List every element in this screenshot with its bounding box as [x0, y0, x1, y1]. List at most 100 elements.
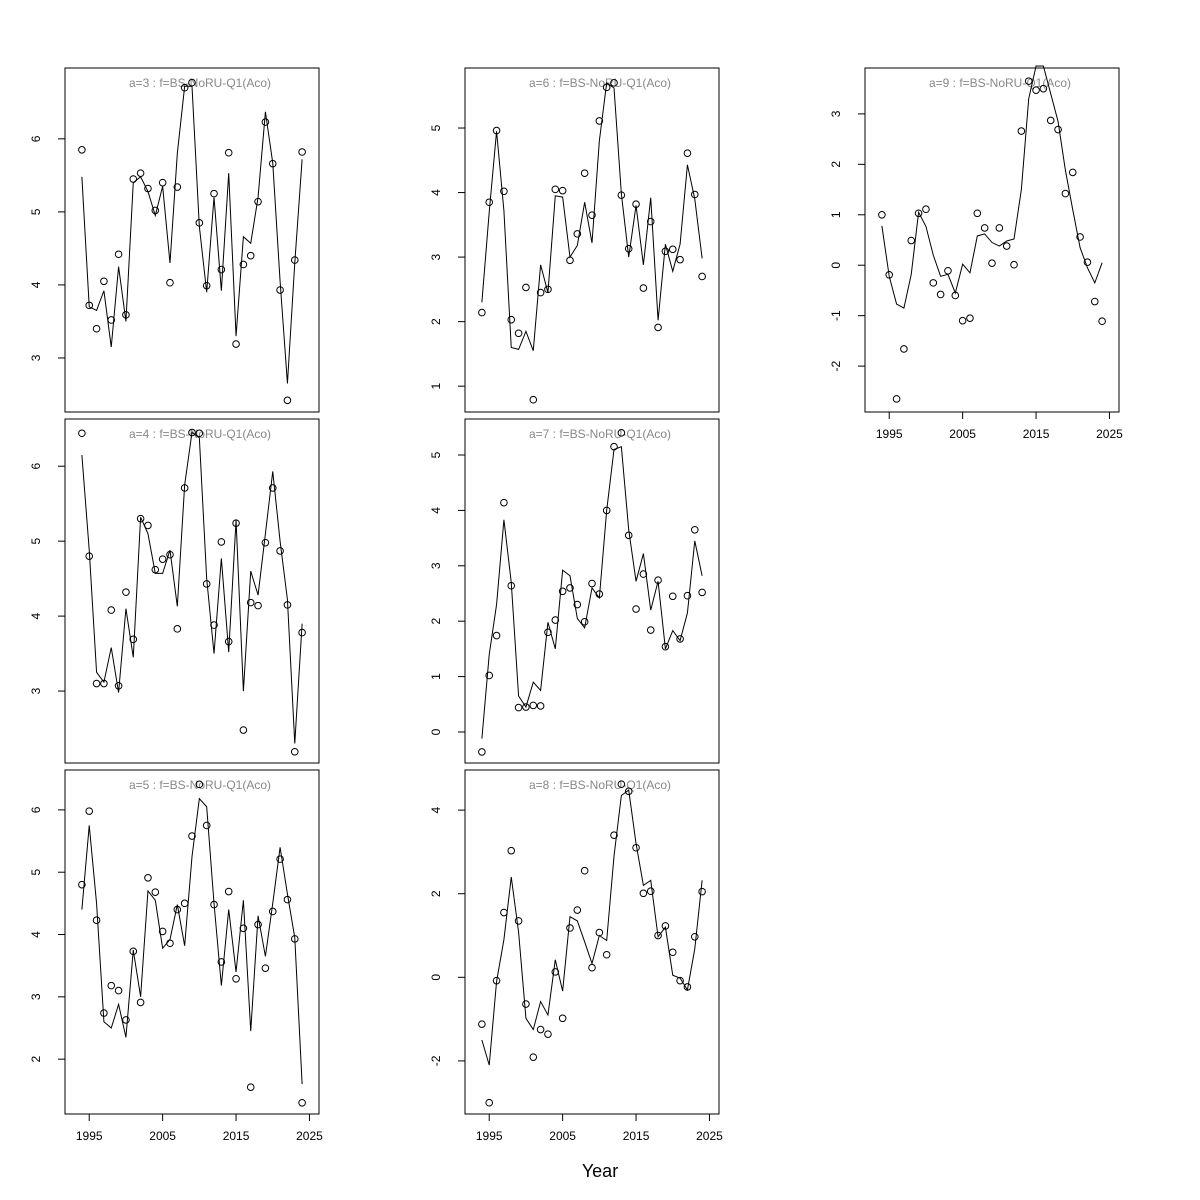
observed-point	[566, 584, 574, 592]
y-tick-label: 4	[429, 806, 443, 813]
fitted-line	[481, 789, 703, 1066]
observed-point	[507, 846, 516, 855]
y-tick-label: 6	[29, 463, 43, 470]
panel: a=4 : f=BS-NoRU-Q1(Aco) 3 4 5 6	[29, 418, 320, 764]
fitted-line	[481, 445, 703, 739]
observed-point	[544, 1030, 552, 1038]
observed-point	[298, 1098, 306, 1107]
observed-point	[254, 601, 262, 610]
observed-point	[158, 555, 167, 563]
y-tick-label: 3	[829, 110, 843, 117]
observed-point	[166, 278, 174, 287]
panel: a=6 : f=BS-NoRU-Q1(Aco) 1 2 3 4 5	[429, 67, 720, 413]
observed-point	[478, 748, 486, 756]
observed-point	[610, 79, 618, 87]
observed-point	[246, 251, 255, 260]
fitted-line	[81, 797, 303, 1085]
y-tick-label: 5	[29, 869, 43, 876]
observed-point	[276, 855, 284, 863]
y-tick-label: 3	[29, 993, 43, 1000]
observed-point	[1010, 260, 1018, 269]
observed-point	[558, 186, 567, 195]
observed-point	[522, 283, 530, 292]
observed-point	[173, 183, 182, 191]
observed-point	[639, 570, 648, 578]
observed-point	[698, 588, 706, 597]
observed-point	[654, 931, 662, 940]
observed-point	[922, 205, 930, 214]
observed-point	[232, 974, 240, 983]
observed-point	[639, 889, 648, 898]
observed-point	[224, 887, 233, 896]
observed-point	[1076, 233, 1084, 241]
observed-point	[580, 617, 589, 626]
observed-point	[995, 224, 1004, 232]
panel: a=7 : f=BS-NoRU-Q1(Aco) 0 1 2 3 4 5	[429, 418, 720, 764]
observed-point	[573, 600, 582, 609]
y-tick-label: 2	[829, 161, 843, 168]
y-tick-label: -2	[829, 360, 843, 371]
observed-point	[892, 395, 901, 403]
fitted-line	[481, 81, 703, 351]
x-tick-label: 2015	[1023, 427, 1050, 441]
observed-point	[92, 324, 101, 333]
y-tick-label: 4	[429, 507, 443, 514]
observed-point	[573, 906, 582, 914]
observed-point	[676, 976, 684, 985]
observed-point	[936, 290, 945, 299]
observed-point	[624, 244, 633, 253]
observed-point	[654, 323, 662, 332]
observed-point	[544, 628, 552, 637]
observed-point	[668, 245, 677, 254]
observed-point	[485, 198, 494, 207]
observed-point	[122, 1016, 130, 1024]
y-tick-label: 0	[829, 262, 843, 269]
observed-point	[676, 635, 684, 643]
observed-point	[551, 616, 560, 624]
observed-point	[1046, 116, 1055, 125]
y-tick-label: -2	[429, 1055, 443, 1066]
observed-point	[478, 308, 486, 317]
panel-title: a=5 : f=BS-NoRU-Q1(Aco)	[129, 778, 271, 792]
observed-point	[573, 230, 582, 238]
observed-point	[632, 605, 640, 613]
x-tick-label: 2015	[623, 1129, 650, 1143]
observed-point	[239, 260, 248, 269]
observed-point	[232, 340, 240, 348]
observed-point	[522, 703, 530, 711]
x-tick-label: 2005	[949, 427, 976, 441]
observed-point	[973, 209, 982, 218]
y-tick-label: 5	[29, 208, 43, 215]
x-tick-label: 1995	[76, 1129, 103, 1143]
y-tick-label: 3	[429, 253, 443, 260]
observed-point	[239, 726, 248, 734]
y-tick-label: 3	[429, 562, 443, 569]
observed-point	[639, 284, 648, 292]
observed-point	[298, 148, 306, 156]
observed-point	[698, 272, 706, 281]
observed-point	[217, 958, 226, 966]
observed-point	[566, 924, 574, 932]
y-tick-label: 2	[429, 318, 443, 325]
x-axis-label: Year	[582, 1161, 618, 1181]
observed-point	[485, 671, 494, 680]
y-tick-label: -1	[829, 310, 843, 321]
panel-title: a=7 : f=BS-NoRU-Q1(Aco)	[529, 427, 671, 441]
fitted-line	[81, 85, 303, 384]
observed-point	[661, 642, 670, 651]
panel: a=5 : f=BS-NoRU-Q1(Aco) 2 3 4 5 6 1995 2005 2015…	[29, 769, 323, 1143]
observed-point	[514, 703, 523, 712]
observed-point	[261, 964, 270, 972]
observed-point	[1017, 127, 1026, 135]
y-tick-label: 3	[29, 687, 43, 694]
fitted-line	[81, 431, 303, 744]
observed-point	[158, 927, 167, 936]
observed-point	[580, 866, 589, 875]
x-tick-label: 2005	[149, 1129, 176, 1143]
observed-point	[1039, 84, 1048, 93]
observed-point	[268, 484, 277, 492]
observed-point	[210, 621, 218, 629]
observed-point	[602, 950, 611, 959]
panel-title: a=8 : f=BS-NoRU-Q1(Aco)	[529, 778, 671, 792]
